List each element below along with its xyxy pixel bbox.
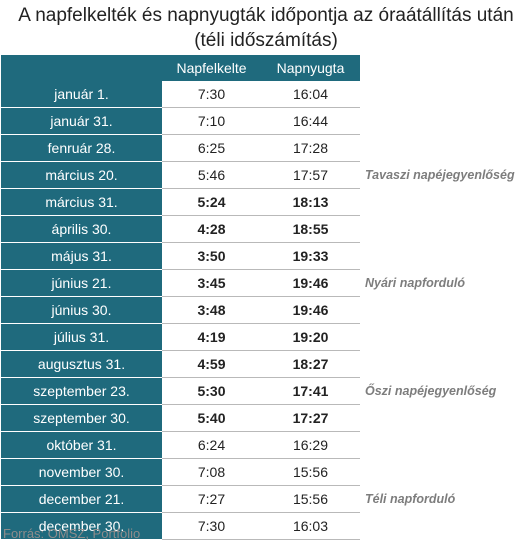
sunset-cell: 16:44	[261, 107, 360, 135]
table-row: augusztus 31. 4:59 18:27	[1, 350, 530, 378]
table-row: március 31. 5:24 18:13	[1, 188, 530, 216]
table-row: fenruár 28. 6:25 17:28	[1, 134, 530, 162]
date-cell: november 30.	[1, 458, 162, 486]
event-note	[360, 297, 530, 324]
event-note	[360, 189, 530, 216]
table-row: december 21. 7:27 15:56 Téli napforduló	[1, 485, 530, 513]
sunset-cell: 16:29	[261, 431, 360, 459]
sunset-cell: 18:13	[261, 188, 360, 216]
date-cell: augusztus 31.	[1, 350, 162, 378]
title-line-2: (téli időszámítás)	[194, 30, 338, 51]
sunset-cell: 19:20	[261, 323, 360, 351]
header-sunrise: Napfelkelte	[162, 55, 261, 81]
table-row: július 31. 4:19 19:20	[1, 323, 530, 351]
table-row: szeptember 30. 5:40 17:27	[1, 404, 530, 432]
date-cell: október 31.	[1, 431, 162, 459]
sunset-cell: 15:56	[261, 485, 360, 513]
table-row: november 30. 7:08 15:56	[1, 458, 530, 486]
table-row: június 21. 3:45 19:46 Nyári napforduló	[1, 269, 530, 297]
sunset-cell: 16:04	[261, 81, 360, 108]
sunset-cell: 15:56	[261, 458, 360, 486]
event-note	[360, 135, 530, 162]
table-row: december 30. 7:30 16:03	[1, 512, 530, 540]
sunrise-cell: 6:25	[162, 134, 261, 162]
sunrise-cell: 4:59	[162, 350, 261, 378]
sunset-cell: 19:46	[261, 269, 360, 297]
source-note: Forrás: OMSZ, Portfolio	[3, 526, 141, 541]
date-cell: január 31.	[1, 107, 162, 135]
sunset-cell: 17:57	[261, 161, 360, 189]
sunset-cell: 17:27	[261, 404, 360, 432]
event-note	[360, 459, 530, 486]
sunrise-cell: 5:24	[162, 188, 261, 216]
sunrise-cell: 7:30	[162, 81, 261, 108]
event-note	[360, 432, 530, 459]
title-line-1: A napfelkelték és napnyugták időpontja a…	[18, 5, 514, 26]
table-row: május 31. 3:50 19:33	[1, 242, 530, 270]
event-note	[360, 243, 530, 270]
sunrise-cell: 4:28	[162, 215, 261, 243]
header-spacer	[360, 55, 530, 81]
table-header-row: Napfelkelte Napnyugta	[1, 55, 530, 81]
sunrise-cell: 5:30	[162, 377, 261, 405]
date-cell: július 31.	[1, 323, 162, 351]
date-cell: június 30.	[1, 296, 162, 324]
sunrise-cell: 5:46	[162, 161, 261, 189]
sunset-cell: 17:28	[261, 134, 360, 162]
date-cell: szeptember 23.	[1, 377, 162, 405]
event-note: Tavaszi napéjegyenlőség	[365, 168, 515, 182]
table-row: szeptember 23. 5:30 17:41 Őszi napéjegyenlő…	[1, 377, 530, 405]
event-note	[360, 216, 530, 243]
sun-times-table: Napfelkelte Napnyugta január 1. 7:30 16:04…	[1, 55, 530, 540]
table-row: január 31. 7:10 16:44	[1, 107, 530, 135]
event-note: Téli napforduló	[365, 492, 456, 506]
header-sunset: Napnyugta	[261, 55, 360, 81]
date-cell: december 21.	[1, 485, 162, 513]
sunrise-cell: 3:50	[162, 242, 261, 270]
sunrise-cell: 7:27	[162, 485, 261, 513]
sunset-cell: 19:33	[261, 242, 360, 270]
date-cell: január 1.	[1, 81, 162, 108]
event-note	[360, 405, 530, 432]
event-note: Nyári napforduló	[365, 276, 466, 290]
event-note	[360, 351, 530, 378]
sunset-cell: 18:27	[261, 350, 360, 378]
date-cell: május 31.	[1, 242, 162, 270]
sunset-cell: 19:46	[261, 296, 360, 324]
sunset-cell: 18:55	[261, 215, 360, 243]
date-cell: fenruár 28.	[1, 134, 162, 162]
event-note: Őszi napéjegyenlőség	[365, 384, 497, 398]
event-note	[360, 324, 530, 351]
sunrise-cell: 5:40	[162, 404, 261, 432]
table-row: október 31. 6:24 16:29	[1, 431, 530, 459]
sunrise-cell: 3:48	[162, 296, 261, 324]
sunset-cell: 16:03	[261, 512, 360, 540]
sunrise-cell: 7:08	[162, 458, 261, 486]
date-cell: június 21.	[1, 269, 162, 297]
header-date	[1, 55, 162, 81]
sunrise-cell: 6:24	[162, 431, 261, 459]
date-cell: március 20.	[1, 161, 162, 189]
date-cell: március 31.	[1, 188, 162, 216]
date-cell: április 30.	[1, 215, 162, 243]
sunrise-cell: 7:10	[162, 107, 261, 135]
date-cell: szeptember 30.	[1, 404, 162, 432]
sunrise-cell: 7:30	[162, 512, 261, 540]
sunrise-cell: 3:45	[162, 269, 261, 297]
sunrise-cell: 4:19	[162, 323, 261, 351]
event-note	[360, 81, 530, 108]
table-body: január 1. 7:30 16:04 január 31. 7:10 16:44 fen…	[1, 81, 530, 540]
chart-title: A napfelkelték és napnyugták időpontja a…	[0, 3, 532, 53]
table-row: március 20. 5:46 17:57 Tavaszi napéjegyenlő…	[1, 161, 530, 189]
table-row: április 30. 4:28 18:55	[1, 215, 530, 243]
table-row: június 30. 3:48 19:46	[1, 296, 530, 324]
date-cell: december 30.	[1, 512, 162, 540]
event-note	[360, 513, 530, 540]
sunset-cell: 17:41	[261, 377, 360, 405]
event-note	[360, 108, 530, 135]
table-row: január 1. 7:30 16:04	[1, 81, 530, 108]
